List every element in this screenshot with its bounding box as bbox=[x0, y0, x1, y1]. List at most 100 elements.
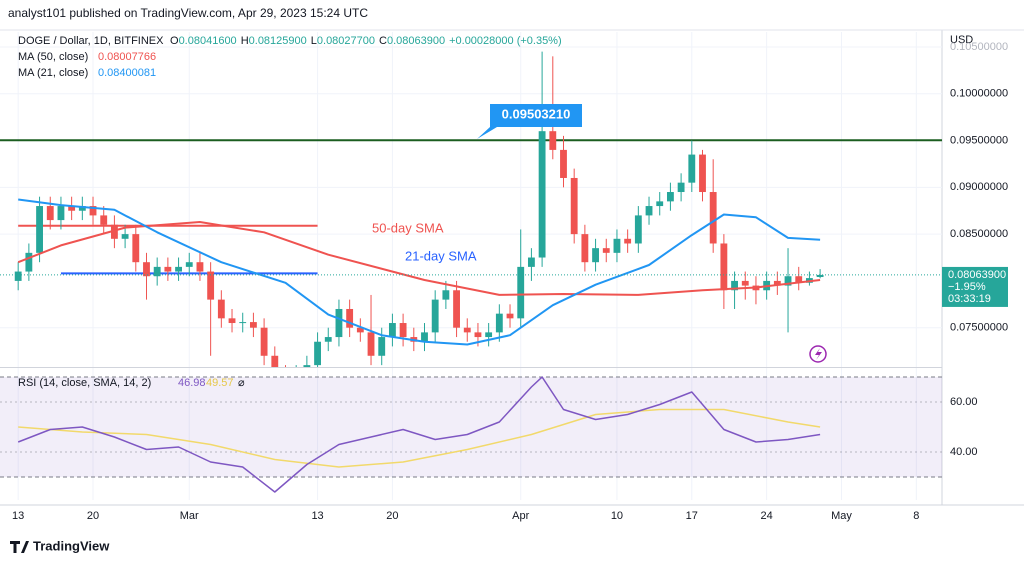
candle-body bbox=[25, 252, 33, 272]
rsi-title: RSI (14, close, SMA, 14, 2) bbox=[18, 377, 151, 389]
rsi-tick-label: 40.00 bbox=[950, 446, 978, 458]
candle-body bbox=[517, 266, 525, 319]
ma21-legend: MA (21, close) bbox=[18, 67, 88, 79]
candle-body bbox=[175, 266, 182, 272]
overlay: DOGE / Dollar, 1D, BITFINEX O0.08041600 H… bbox=[10, 35, 827, 553]
candle-body bbox=[453, 290, 460, 328]
candle-body bbox=[367, 332, 375, 356]
x-tick-label: 13 bbox=[311, 510, 323, 522]
candle-body bbox=[164, 266, 172, 272]
candle-body bbox=[602, 248, 610, 253]
rsi-settings[interactable]: ⌀ bbox=[238, 377, 245, 389]
candle-body bbox=[624, 238, 632, 244]
ma50-value: 0.08007766 bbox=[98, 51, 156, 63]
last-price-change: −1.95% bbox=[948, 281, 986, 293]
candle-body bbox=[378, 337, 386, 356]
candle-body bbox=[346, 308, 354, 328]
candle-body bbox=[46, 206, 54, 221]
x-tick-label: Apr bbox=[512, 510, 529, 522]
currency: USD bbox=[950, 34, 973, 46]
ohlc-value: 0.08027700 bbox=[317, 35, 375, 47]
candle-body bbox=[356, 327, 364, 333]
candle-body bbox=[207, 271, 215, 300]
candle-body bbox=[474, 332, 482, 338]
candle-body bbox=[463, 327, 471, 333]
candle-body bbox=[592, 248, 599, 263]
candle-body bbox=[442, 290, 450, 300]
candle-body bbox=[581, 234, 589, 263]
candle-body bbox=[656, 201, 664, 207]
axes: 0.07500000 0.08500000 0.09000000 0.09500000… bbox=[12, 41, 1008, 522]
last-price-box bbox=[942, 266, 1008, 307]
x-tick-label: 20 bbox=[87, 510, 99, 522]
candle-body bbox=[303, 365, 311, 367]
candle-body bbox=[816, 274, 824, 278]
candle-body bbox=[613, 238, 621, 253]
rsi-line bbox=[17, 376, 821, 493]
candle-body bbox=[699, 154, 706, 193]
published: analyst101 published on TradingView.com,… bbox=[8, 6, 368, 20]
candle-body bbox=[773, 280, 781, 286]
ma50-legend: MA (50, close) bbox=[18, 51, 88, 63]
alert-bolt bbox=[815, 348, 822, 360]
rsi-sma-line bbox=[18, 408, 821, 468]
candle-body bbox=[239, 322, 247, 324]
ma21-value: 0.08400081 bbox=[98, 67, 156, 79]
candle-body bbox=[506, 313, 514, 319]
rsi-sma-value: 49.57 bbox=[206, 377, 234, 389]
candle-body bbox=[260, 327, 268, 356]
annotation: 21-day SMA bbox=[405, 248, 477, 263]
candle-body bbox=[121, 234, 129, 239]
candle-body bbox=[709, 192, 717, 244]
candle-body bbox=[36, 206, 43, 253]
candle-body bbox=[731, 280, 738, 291]
x-tick-label: 17 bbox=[686, 510, 698, 522]
candle-body bbox=[110, 224, 118, 239]
x-tick-label: 24 bbox=[761, 510, 773, 522]
ohlc-key: L bbox=[311, 35, 317, 47]
candle-body bbox=[666, 192, 674, 202]
candle-body bbox=[228, 318, 236, 324]
candle-body bbox=[399, 323, 407, 338]
alert-icon[interactable] bbox=[809, 345, 827, 363]
candle-body bbox=[634, 215, 642, 244]
candle-body bbox=[677, 182, 685, 193]
candle-body bbox=[538, 131, 546, 258]
candle-body bbox=[431, 299, 439, 333]
level-label: 0.09503210 bbox=[502, 106, 571, 121]
logo bbox=[10, 541, 29, 553]
symbol: DOGE / Dollar, 1D, BITFINEX bbox=[18, 35, 164, 47]
candle-body bbox=[249, 322, 257, 328]
candle-body bbox=[57, 206, 65, 221]
candle-body bbox=[143, 262, 150, 277]
candle-body bbox=[14, 271, 22, 281]
candle-body bbox=[527, 257, 535, 267]
ohlc-key: O bbox=[170, 35, 179, 47]
candle-body bbox=[549, 131, 557, 150]
candle-body bbox=[688, 154, 696, 183]
candle-body bbox=[153, 266, 161, 277]
candle-body bbox=[78, 206, 86, 211]
y-tick-label: 0.07500000 bbox=[950, 322, 1008, 334]
candle-body bbox=[314, 341, 321, 366]
last-price-countdown: 03:33:19 bbox=[948, 293, 991, 305]
candle-body bbox=[741, 280, 749, 286]
y-tick-label: 0.08500000 bbox=[950, 228, 1008, 240]
ohlc-value: 0.08125900 bbox=[249, 35, 307, 47]
candle-body bbox=[784, 276, 792, 286]
x-tick-label: 10 bbox=[611, 510, 623, 522]
change: +0.00028000 (+0.35%) bbox=[449, 35, 562, 47]
y-tick-label: 0.10500000 bbox=[950, 41, 1008, 53]
x-tick-label: Mar bbox=[180, 510, 199, 522]
candle-body bbox=[68, 206, 76, 211]
ohlc-key: H bbox=[241, 35, 249, 47]
rsi-band bbox=[0, 377, 942, 477]
candle-body bbox=[196, 262, 204, 272]
footer: TradingView bbox=[33, 538, 110, 553]
rsi-pane bbox=[0, 368, 942, 500]
y-tick-label: 0.10000000 bbox=[950, 88, 1008, 100]
candle-body bbox=[185, 262, 193, 267]
candle-body bbox=[217, 299, 225, 319]
